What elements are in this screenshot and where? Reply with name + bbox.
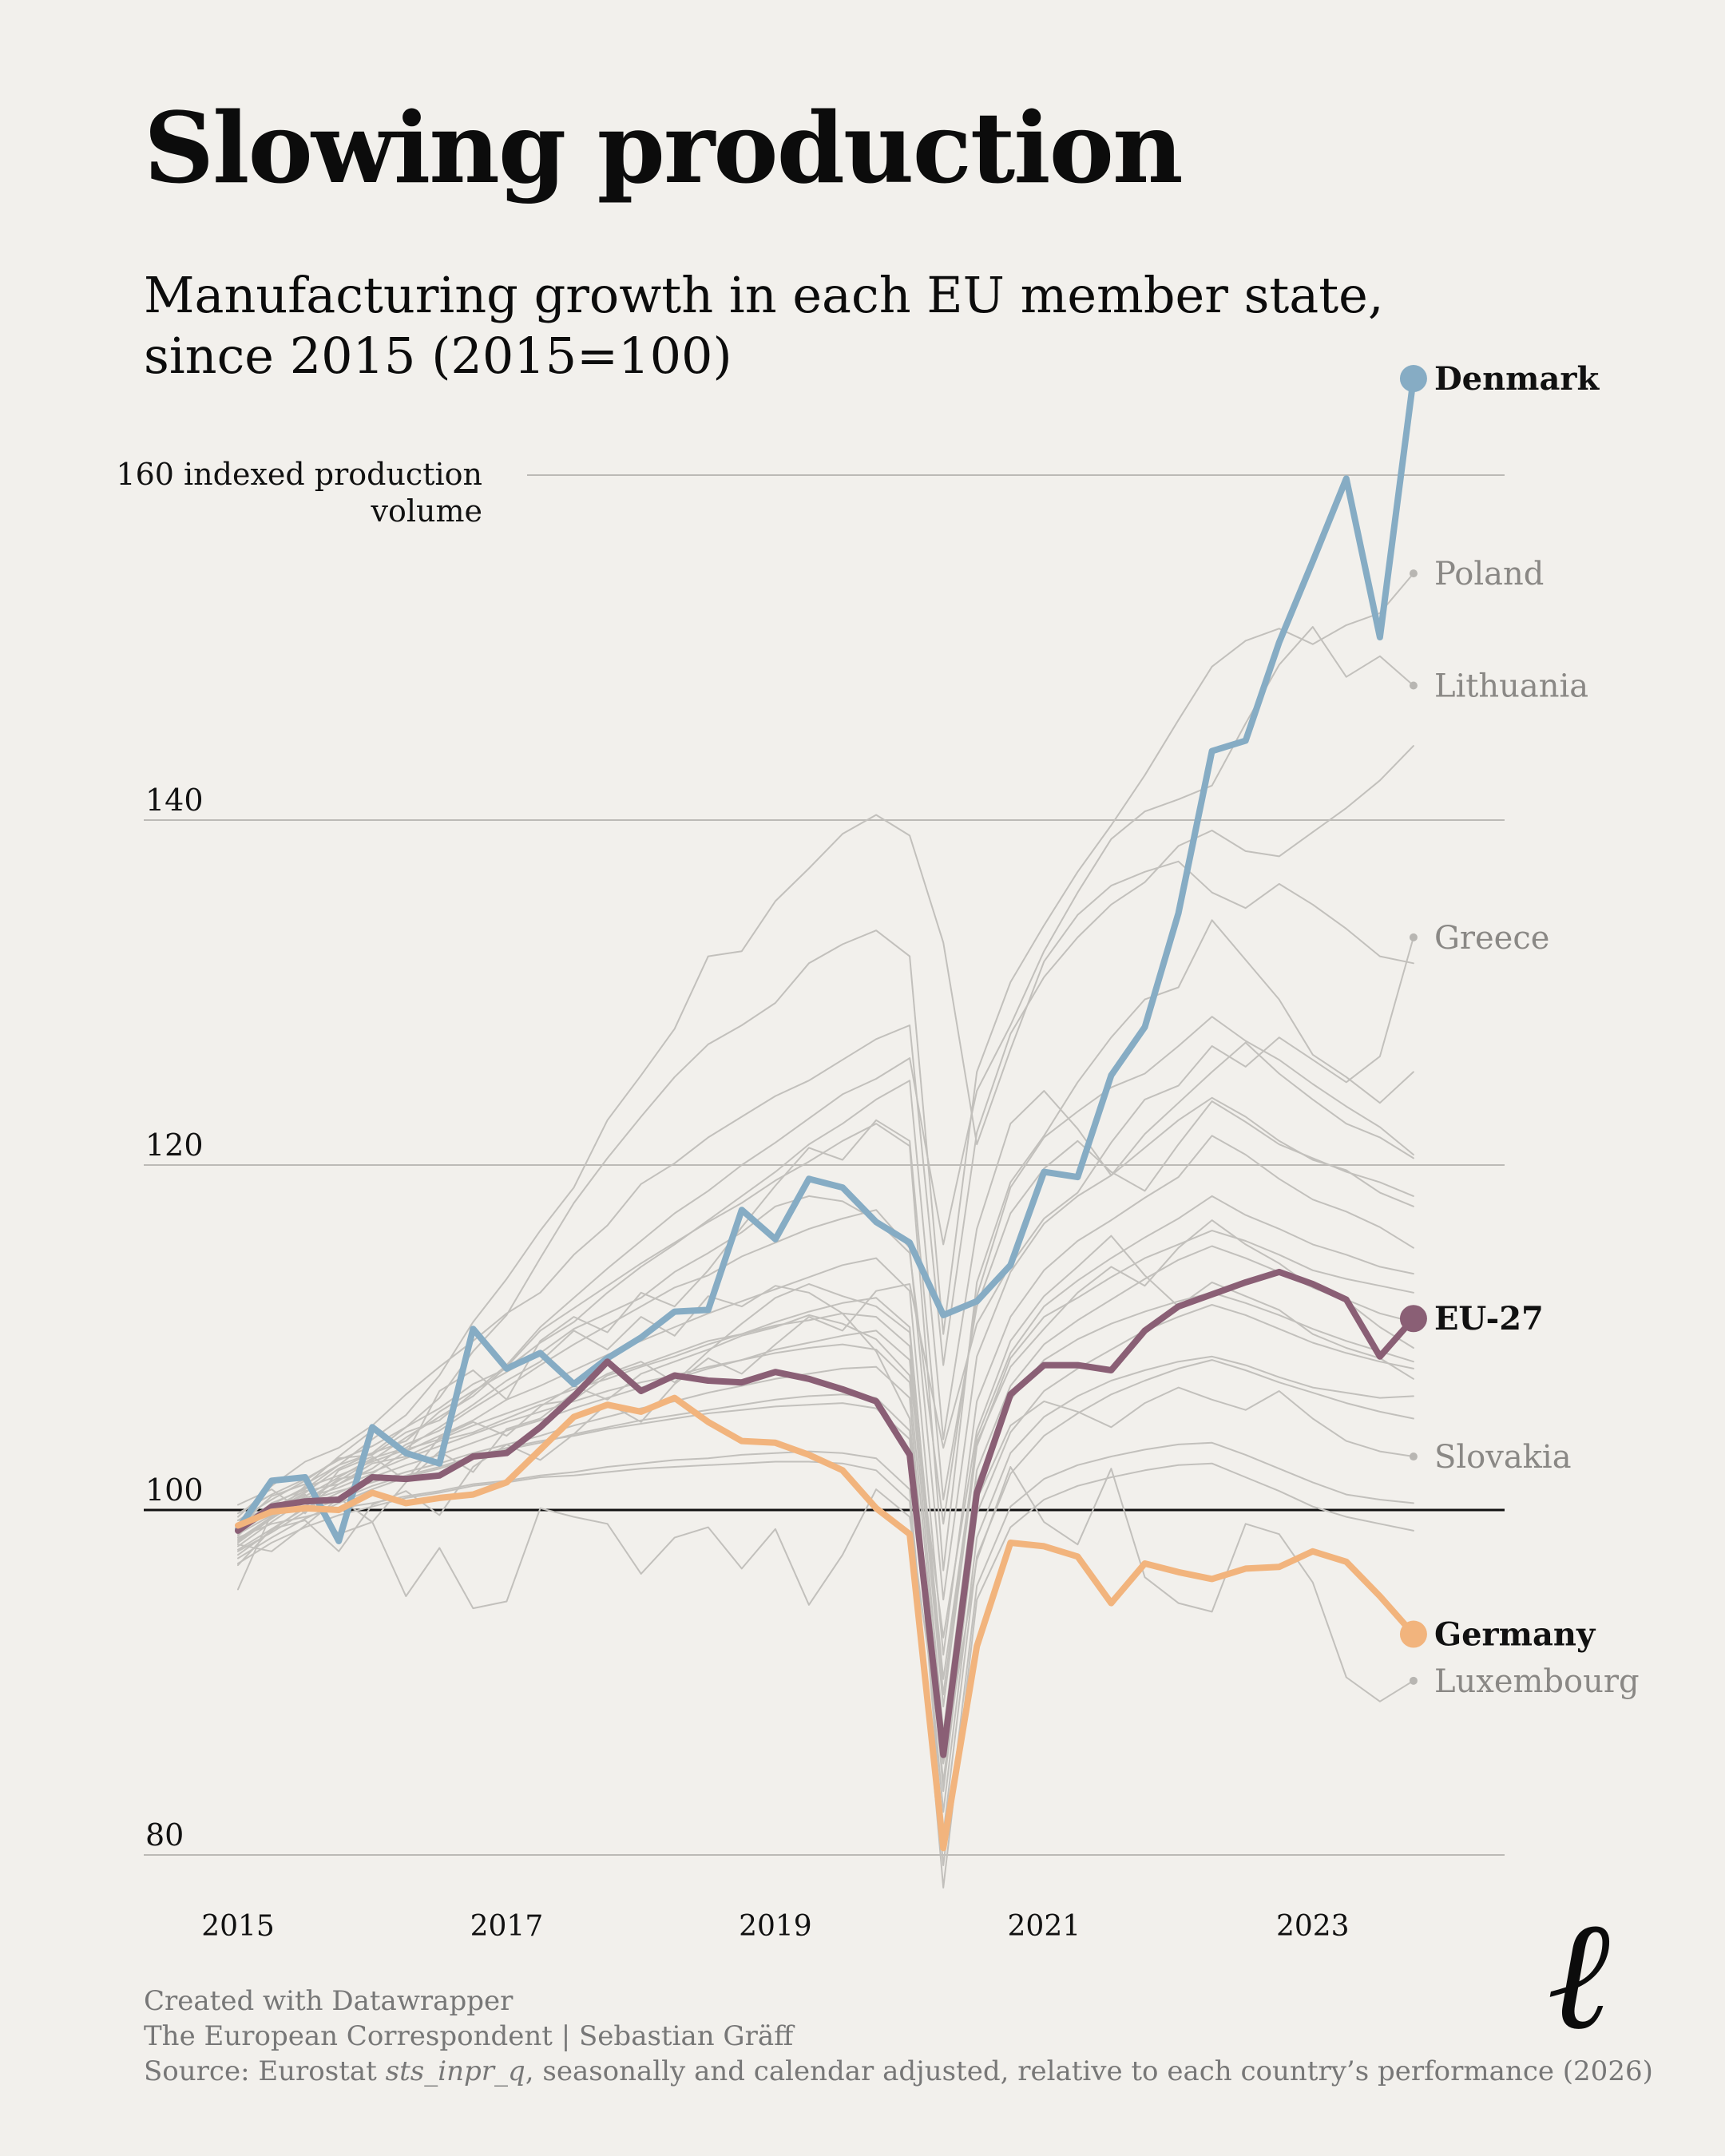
series-line-germany xyxy=(235,1394,1417,1852)
series-end-dot-eu-27 xyxy=(1399,1305,1427,1333)
series-label-denmark: Denmark xyxy=(1434,360,1600,398)
chart-subtitle: Manufacturing growth in each EU member s… xyxy=(144,265,1422,386)
series-end-dot-slovakia xyxy=(1409,1453,1418,1461)
x-tick-label: 2015 xyxy=(201,1910,275,1943)
publisher-logo-icon: ℓ xyxy=(1549,1885,1615,2063)
line-end-labels: Denmark EU-27 Germany Poland Lithuania Greece… xyxy=(1399,360,1640,1700)
series-line-other-2 xyxy=(237,745,1414,1518)
series-line-other-4 xyxy=(237,1016,1414,1534)
x-axis-labels: 2015 2017 2019 2021 2023 xyxy=(201,1910,1349,1943)
series-line-other-5 xyxy=(237,1096,1414,1601)
subtitle-line-2: since 2015 (2015=100) xyxy=(144,327,732,385)
source-prefix: Source: Eurostat xyxy=(144,2055,386,2087)
series-line-luxembourg xyxy=(237,1466,1414,1765)
series-line-other-13 xyxy=(237,1219,1414,1680)
series-line-other-7 xyxy=(237,1195,1414,1696)
credit-text: The European Correspondent | Sebastian G… xyxy=(144,2020,794,2052)
series-end-dot-germany xyxy=(1399,1620,1427,1648)
series-line-other-6 xyxy=(237,1135,1414,1656)
series-end-dot-denmark xyxy=(1399,365,1427,393)
series-line-eu-27 xyxy=(235,1268,1417,1758)
x-tick-label: 2023 xyxy=(1276,1910,1350,1943)
x-tick-label: 2019 xyxy=(739,1910,812,1943)
y-tick-label: 100 xyxy=(145,1472,204,1508)
y-axis-title-line-1: 160 indexed production xyxy=(116,457,482,492)
source-suffix: , seasonally and calendar adjusted, rela… xyxy=(525,2055,1653,2087)
highlighted-lines xyxy=(235,375,1417,1852)
series-end-dot-lithuania xyxy=(1409,681,1418,690)
series-line-other-17 xyxy=(237,1355,1414,1813)
series-line-other-11 xyxy=(237,1041,1414,1515)
series-label-poland: Poland xyxy=(1434,556,1544,593)
grid-lines xyxy=(144,474,1505,1856)
series-label-germany: Germany xyxy=(1434,1616,1596,1654)
series-end-dot-luxembourg xyxy=(1409,1676,1418,1685)
source-dataset: sts_inpr_q xyxy=(385,2055,525,2087)
series-line-lithuania xyxy=(237,626,1414,1521)
series-end-dot-greece xyxy=(1409,933,1418,941)
x-tick-label: 2021 xyxy=(1008,1910,1081,1943)
series-line-other-3 xyxy=(237,919,1414,1571)
series-line-other-12 xyxy=(237,1100,1414,1540)
other-country-lines xyxy=(237,573,1414,1888)
series-line-other-10 xyxy=(237,1359,1414,1836)
series-line-other-14 xyxy=(237,1235,1414,1639)
created-with-link[interactable]: Created with Datawrapper xyxy=(144,1985,514,2017)
series-label-luxembourg: Luxembourg xyxy=(1434,1663,1640,1700)
series-line-slovakia xyxy=(237,1285,1414,1784)
chart-title: Slowing production xyxy=(144,90,1184,205)
series-line-other-18 xyxy=(237,1441,1414,1866)
x-tick-label: 2017 xyxy=(470,1910,544,1943)
series-line-greece xyxy=(237,936,1414,1567)
source-text: Source: Eurostat sts_inpr_q, seasonally … xyxy=(144,2054,1653,2089)
y-tick-label: 80 xyxy=(145,1817,184,1853)
series-end-dot-poland xyxy=(1409,569,1418,578)
series-line-other-1 xyxy=(237,814,1414,1537)
series-line-other-15 xyxy=(237,1230,1414,1708)
y-axis-title-line-2: volume xyxy=(371,493,483,529)
series-label-slovakia: Slovakia xyxy=(1434,1439,1572,1476)
series-line-denmark xyxy=(235,375,1417,1544)
footer: Created with Datawrapper The European Co… xyxy=(144,1984,1653,2089)
series-line-other-19 xyxy=(237,1460,1414,1888)
y-tick-label: 120 xyxy=(145,1128,204,1163)
subtitle-line-1: Manufacturing growth in each EU member s… xyxy=(144,266,1384,324)
series-line-other-16 xyxy=(237,1291,1414,1750)
series-label-eu-27: EU-27 xyxy=(1434,1300,1544,1338)
series-label-greece: Greece xyxy=(1434,920,1550,957)
y-tick-label: 140 xyxy=(145,783,204,818)
series-label-lithuania: Lithuania xyxy=(1434,668,1588,705)
